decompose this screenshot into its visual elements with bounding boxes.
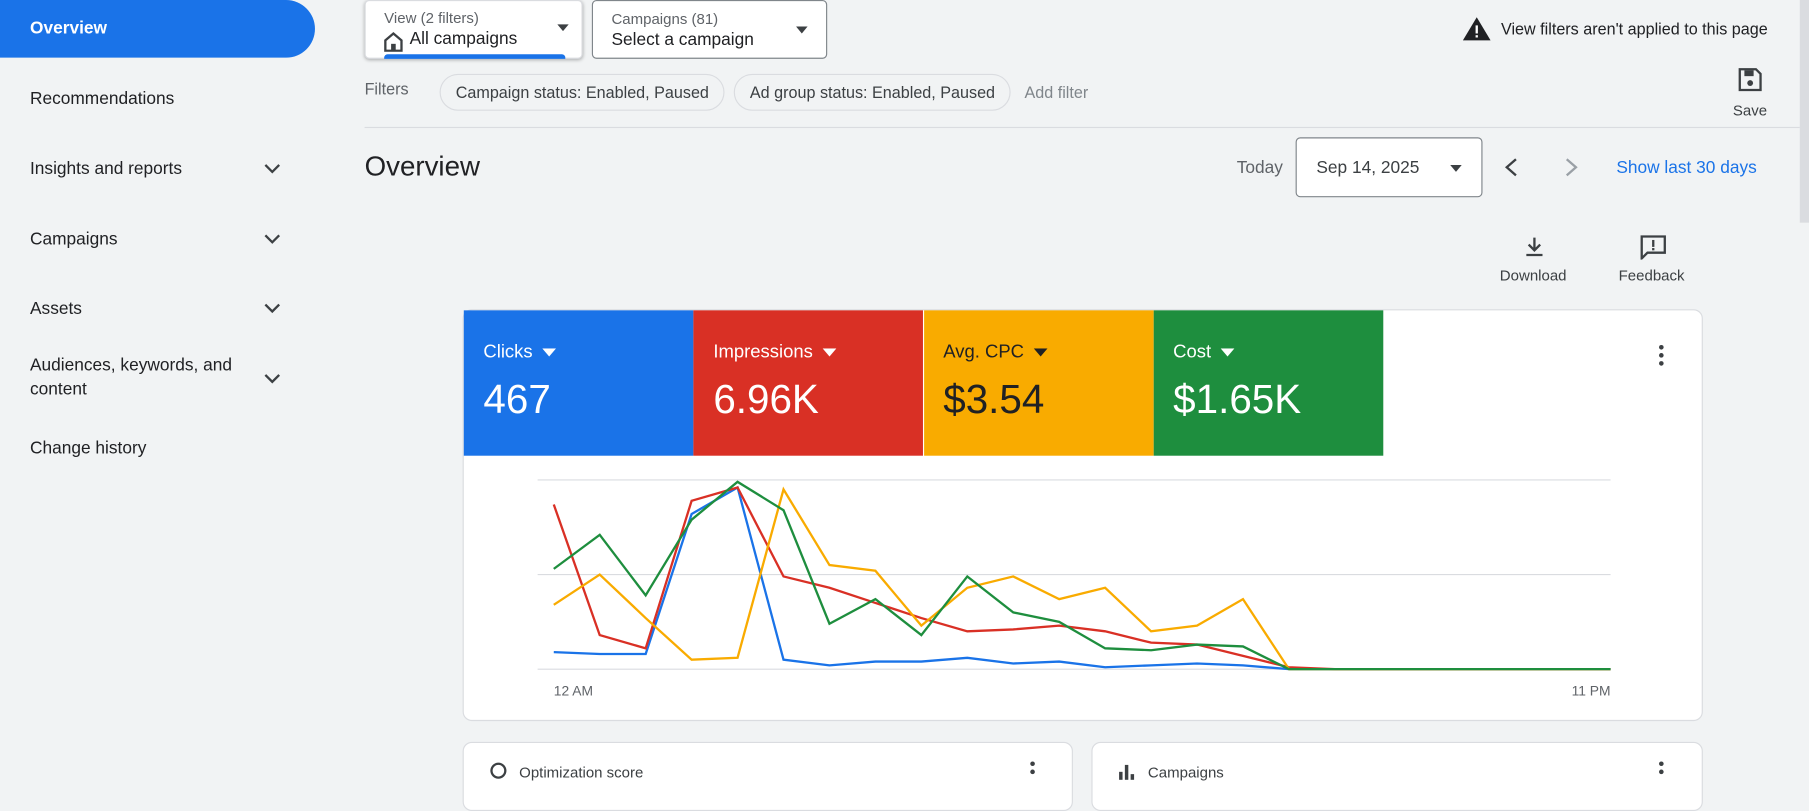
card-icon — [490, 762, 507, 779]
more-menu[interactable] — [1656, 344, 1668, 367]
show-last-link[interactable]: Show last 30 days — [1616, 158, 1757, 178]
metric-value: $1.65K — [1173, 377, 1302, 423]
prev-button[interactable] — [1502, 157, 1520, 178]
caret — [1220, 348, 1235, 357]
chart: 12 AM 11 PM — [537, 479, 1611, 699]
filters-label: Filters — [364, 79, 409, 99]
more-menu[interactable] — [1656, 760, 1668, 783]
card-title: Optimization score — [519, 763, 644, 782]
save-label[interactable]: Save — [1732, 101, 1768, 119]
date-picker[interactable]: Sep 14, 2025 — [1295, 137, 1483, 198]
chevron[interactable] — [263, 369, 281, 387]
warning-icon — [1462, 17, 1491, 41]
nav-item[interactable]: Assets — [29, 298, 82, 319]
metric-tile[interactable]: Clicks 467 — [463, 310, 694, 456]
value: Select a campaign — [611, 29, 754, 50]
today-label: Today — [1236, 158, 1283, 178]
chevron[interactable] — [263, 299, 281, 317]
date: Sep 14, 2025 — [1316, 158, 1420, 178]
feedback-icon[interactable] — [1639, 234, 1667, 260]
card-title: Campaigns — [1147, 763, 1224, 782]
metric-tile[interactable]: Avg. CPC $3.54 — [923, 310, 1154, 456]
caret — [822, 348, 836, 357]
caret — [796, 26, 808, 34]
label: View (2 filters) — [384, 9, 479, 27]
x-tick-label: 11 PM — [1572, 683, 1611, 699]
chevron[interactable] — [263, 159, 281, 177]
metric-header: Cost — [1173, 342, 1235, 364]
metric-tile[interactable]: Impressions 6.96K — [693, 310, 924, 456]
metric-value: 467 — [483, 377, 551, 423]
next-button[interactable] — [1562, 157, 1580, 178]
series-line — [553, 480, 1611, 671]
divider — [364, 126, 1800, 129]
metric-name: Impressions — [713, 342, 813, 363]
value: All campaigns — [409, 28, 518, 49]
filter-chip[interactable]: Campaign status: Enabled, Paused — [439, 73, 726, 111]
nav-item[interactable]: Insights and reports — [29, 159, 182, 179]
label: Campaigns (81) — [611, 10, 719, 28]
caret — [541, 348, 556, 357]
filter-chip[interactable]: Ad group status: Enabled, Paused — [733, 73, 1012, 111]
metric-value: 6.96K — [713, 377, 819, 423]
series-line — [553, 485, 1611, 671]
series-line — [552, 486, 1611, 671]
view-dropdown[interactable]: View (2 filters) All campaigns — [364, 0, 583, 59]
feedback-label[interactable]: Feedback — [1618, 266, 1685, 284]
scrollbar — [1799, 0, 1809, 223]
nav-item[interactable]: Change history — [29, 438, 147, 459]
chevron[interactable] — [263, 230, 281, 248]
metric-name: Avg. CPC — [943, 342, 1024, 363]
nav-item[interactable]: Overview — [29, 18, 107, 39]
download-label[interactable]: Download — [1499, 266, 1567, 284]
download-icon[interactable] — [1523, 235, 1546, 258]
caret — [557, 24, 569, 32]
series-line — [553, 486, 1611, 671]
metric-header: Clicks — [483, 342, 556, 364]
nav-item[interactable]: Audiences, keywords, and content — [29, 355, 233, 400]
focus-bar — [384, 54, 566, 59]
card-icon — [1119, 764, 1135, 780]
metric-name: Clicks — [483, 342, 533, 363]
card: Optimization score — [462, 741, 1073, 811]
nav-item[interactable]: Recommendations — [29, 88, 175, 109]
metric-value: $3.54 — [943, 377, 1045, 423]
add-filter[interactable]: Add filter — [1024, 83, 1089, 102]
nav-item[interactable]: Campaigns — [29, 229, 118, 250]
home-icon — [384, 31, 403, 52]
save-icon[interactable] — [1737, 67, 1762, 92]
card: Campaigns — [1091, 741, 1703, 811]
warning-text: View filters aren't applied to this page — [1500, 19, 1768, 39]
metric-tile[interactable]: Cost $1.65K — [1153, 310, 1384, 456]
metric-header: Avg. CPC — [943, 342, 1048, 364]
nav-overview[interactable] — [0, 0, 315, 58]
metric-header: Impressions — [713, 343, 836, 364]
caret — [1450, 164, 1462, 172]
more-menu[interactable] — [1027, 760, 1039, 783]
x-tick-label: 12 AM — [554, 683, 593, 699]
metric-name: Cost — [1173, 342, 1212, 363]
caret — [1033, 348, 1048, 357]
campaign-dropdown[interactable]: Campaigns (81) Select a campaign — [591, 0, 828, 59]
page-title: Overview — [364, 151, 480, 183]
